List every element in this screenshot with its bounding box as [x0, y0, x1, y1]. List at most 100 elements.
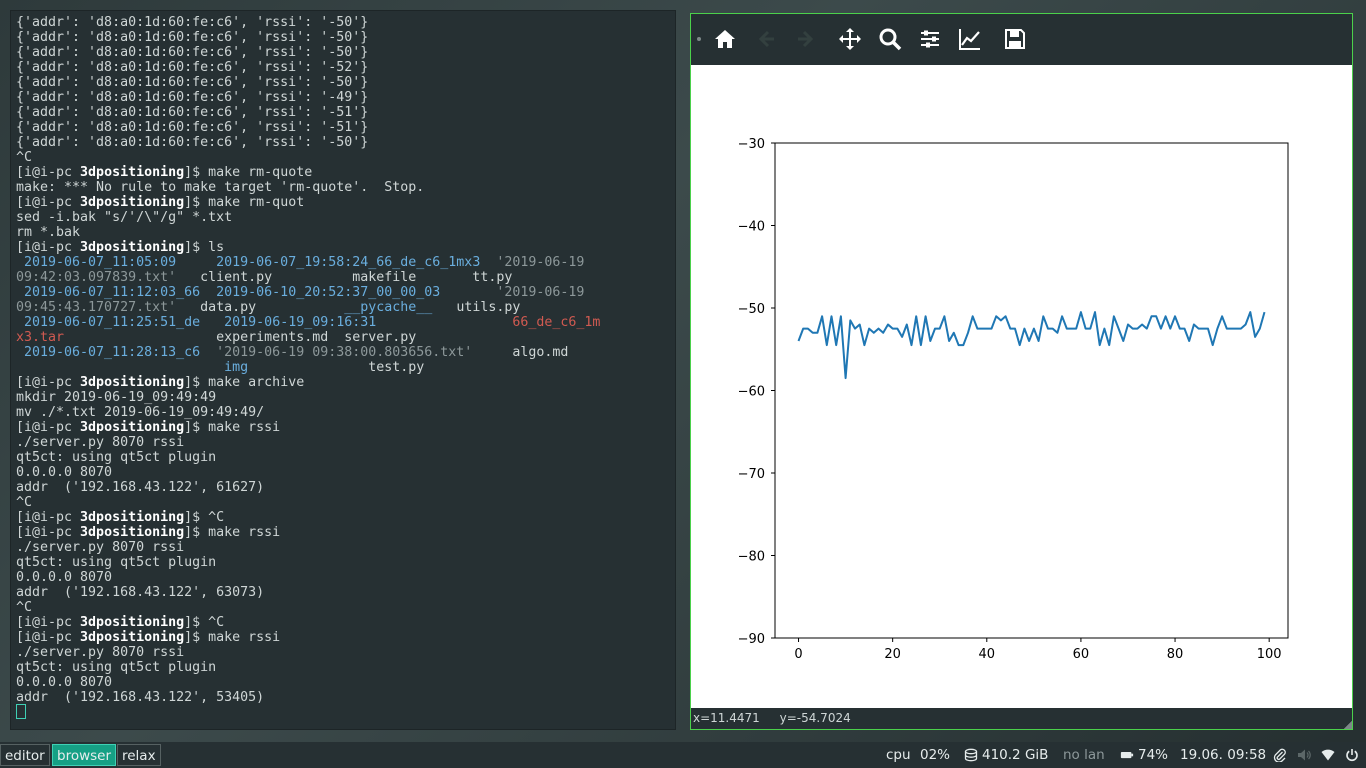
terminal-input-line[interactable] [16, 704, 675, 720]
terminal-line: addr ('192.168.43.122', 63073) [16, 585, 675, 600]
terminal-line: [i@i-pc 3dpositioning]$ make rm-quot [16, 195, 675, 210]
terminal-line: make: *** No rule to make target 'rm-quo… [16, 180, 675, 195]
toolbar-grip[interactable] [697, 37, 701, 41]
terminal-text: test.py [248, 360, 425, 375]
terminal-line: ./server.py 8070 rssi [16, 540, 675, 555]
terminal-line: 09:42:03.097839.txt' client.py makefile … [16, 270, 675, 285]
terminal-text: make: *** No rule to make target 'rm-quo… [16, 180, 425, 195]
terminal-line: sed -i.bak "s/'/\"/g" *.txt [16, 210, 675, 225]
terminal-line: 0.0.0.0 8070 [16, 570, 675, 585]
terminal-text: ]$ ^C [184, 615, 225, 630]
workspace-relax[interactable]: relax [117, 744, 161, 766]
terminal-text: {'addr': 'd8:a0:1d:60:fe:c6', 'rssi': '-… [16, 45, 369, 60]
terminal-text: {'addr': 'd8:a0:1d:60:fe:c6', 'rssi': '-… [16, 60, 369, 75]
disk-free: 410.2 GiB [982, 747, 1049, 763]
terminal-text: qt5ct: using qt5ct plugin [16, 450, 217, 465]
x-tick-label: 0 [794, 647, 802, 662]
x-tick-label: 40 [979, 647, 996, 662]
pan-icon [839, 28, 861, 50]
terminal-line: img test.py [16, 360, 675, 375]
terminal-text: mv ./*.txt 2019-06-19_09:49:49/ [16, 405, 265, 420]
x-tick-label: 80 [1167, 647, 1184, 662]
plot-window[interactable]: 0 20 40 60 80 100 −30 −40 −50 −60 −70 −80 −90 x=11.4… [690, 13, 1353, 730]
terminal-line: [i@i-pc 3dpositioning]$ make rssi [16, 420, 675, 435]
terminal-text: experiments.md server.py [64, 330, 417, 345]
disk-icon [964, 742, 978, 768]
terminal-text: ]$ make archive [184, 375, 305, 390]
terminal-text: [i@i-pc [16, 510, 81, 525]
terminal-text: mkdir 2019-06-19_09:49:49 [16, 390, 217, 405]
terminal-text: 09:45:43.170727.txt' [16, 300, 177, 315]
configure-subplots-button[interactable] [916, 26, 944, 52]
terminal-line: {'addr': 'd8:a0:1d:60:fe:c6', 'rssi': '-… [16, 105, 675, 120]
terminal-text: x3.tar [16, 330, 65, 345]
terminal-line: {'addr': 'd8:a0:1d:60:fe:c6', 'rssi': '-… [16, 60, 675, 75]
edit-axis-icon [959, 29, 980, 50]
power-icon[interactable] [1345, 742, 1359, 768]
resize-grip[interactable] [1344, 721, 1352, 729]
cpu-usage: 02% [920, 747, 951, 763]
x-tick-label: 20 [884, 647, 901, 662]
volume-muted-icon[interactable] [1297, 742, 1311, 768]
terminal-line: qt5ct: using qt5ct plugin [16, 555, 675, 570]
terminal-text: sed -i.bak "s/'/\"/g" *.txt [16, 210, 233, 225]
paperclip-icon[interactable] [1273, 742, 1287, 768]
edit-axis-button[interactable] [956, 26, 984, 52]
terminal-text: 2019-06-10_20:52:37_00_00_03 [216, 285, 441, 300]
y-tick-label: −60 [738, 385, 765, 400]
battery-icon [1120, 742, 1134, 768]
terminal-text: addr ('192.168.43.122', 63073) [16, 585, 265, 600]
terminal-text: {'addr': 'd8:a0:1d:60:fe:c6', 'rssi': '-… [16, 90, 369, 105]
terminal-text: {'addr': 'd8:a0:1d:60:fe:c6', 'rssi': '-… [16, 105, 369, 120]
terminal-text: [i@i-pc [16, 630, 81, 645]
back-button[interactable] [752, 26, 780, 52]
terminal-text: qt5ct: using qt5ct plugin [16, 555, 217, 570]
terminal-text: {'addr': 'd8:a0:1d:60:fe:c6', 'rssi': '-… [16, 120, 369, 135]
terminal-output: {'addr': 'd8:a0:1d:60:fe:c6', 'rssi': '-… [16, 15, 675, 705]
terminal-text: 2019-06-07_11:12:03_66 [16, 285, 201, 300]
terminal-text: [i@i-pc [16, 615, 81, 630]
terminal-line: rm *.bak [16, 225, 675, 240]
workspace-editor[interactable]: editor [0, 744, 50, 766]
terminal-text: client.py makefile tt.py [176, 270, 513, 285]
terminal-line: {'addr': 'd8:a0:1d:60:fe:c6', 'rssi': '-… [16, 75, 675, 90]
terminal-text: ]$ make rm-quot [184, 195, 305, 210]
terminal-line: 2019-06-07_11:12:03_66 2019-06-10_20:52:… [16, 285, 675, 300]
terminal-text: 3dpositioning [80, 510, 185, 525]
terminal-line: ./server.py 8070 rssi [16, 645, 675, 660]
plot-canvas[interactable]: 0 20 40 60 80 100 −30 −40 −50 −60 −70 −80 −90 [691, 65, 1352, 708]
terminal-text: utils.py [432, 300, 521, 315]
forward-button[interactable] [792, 26, 820, 52]
cursor-y-readout: y=-54.7024 [779, 711, 851, 725]
zoom-button[interactable] [876, 26, 904, 52]
terminal-text: [i@i-pc [16, 420, 81, 435]
terminal-text: ]$ make rssi [184, 420, 281, 435]
terminal-text: ^C [16, 150, 33, 165]
wifi-icon[interactable] [1321, 742, 1335, 768]
terminal-text: 3dpositioning [80, 630, 185, 645]
terminal-line: mv ./*.txt 2019-06-19_09:49:49/ [16, 405, 675, 420]
save-button[interactable] [1001, 26, 1029, 52]
terminal-text: ]$ ls [184, 240, 225, 255]
terminal-text: 2019-06-07_11:25:51_de [16, 315, 201, 330]
home-button[interactable] [711, 26, 739, 52]
terminal-text: data.py [176, 300, 345, 315]
home-icon [715, 30, 735, 48]
workspace-browser[interactable]: browser [52, 744, 117, 766]
terminal-line: [i@i-pc 3dpositioning]$ make rssi [16, 630, 675, 645]
terminal-text: 0.0.0.0 8070 [16, 675, 113, 690]
terminal-window[interactable]: {'addr': 'd8:a0:1d:60:fe:c6', 'rssi': '-… [10, 10, 676, 730]
terminal-text [200, 285, 216, 300]
terminal-line: [i@i-pc 3dpositioning]$ make rm-quote [16, 165, 675, 180]
terminal-line: [i@i-pc 3dpositioning]$ make rssi [16, 525, 675, 540]
terminal-text: '2019-06-19 09:38:00.803656.txt' [200, 345, 473, 360]
pan-button[interactable] [836, 26, 864, 52]
terminal-text: '2019-06-19 [440, 285, 585, 300]
taskbar: editor browser relax cpu 02% 410.2 GiB n… [0, 742, 1366, 768]
terminal-line: {'addr': 'd8:a0:1d:60:fe:c6', 'rssi': '-… [16, 135, 675, 150]
terminal-text: ./server.py 8070 rssi [16, 540, 185, 555]
terminal-text: {'addr': 'd8:a0:1d:60:fe:c6', 'rssi': '-… [16, 15, 369, 30]
terminal-text: ]$ make rssi [184, 525, 281, 540]
terminal-text: addr ('192.168.43.122', 53405) [16, 690, 265, 705]
terminal-text: 3dpositioning [80, 240, 185, 255]
